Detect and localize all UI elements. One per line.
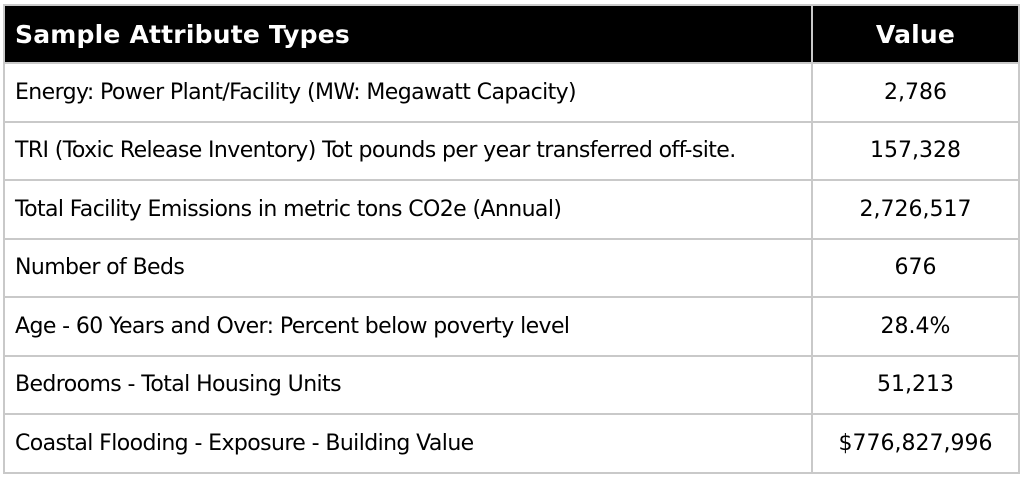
attribute-cell: Number of Beds [3,237,813,298]
table-row: Coastal Flooding - Exposure - Building V… [3,413,1020,474]
table-row: Energy: Power Plant/Facility (MW: Megawa… [3,62,1020,123]
value-cell: 2,726,517 [811,179,1020,240]
table-row: Age - 60 Years and Over: Percent below p… [3,296,1020,357]
header-row: Sample Attribute Types Value [3,4,1020,64]
table-row: TRI (Toxic Release Inventory) Tot pounds… [3,120,1020,181]
attribute-table: Sample Attribute Types Value Energy: Pow… [3,4,1020,474]
value-cell: $776,827,996 [811,413,1020,474]
value-cell: 676 [811,237,1020,298]
table-row: Number of Beds 676 [3,237,1020,298]
table-row: Total Facility Emissions in metric tons … [3,179,1020,240]
attribute-cell: Age - 60 Years and Over: Percent below p… [3,296,813,357]
header-attribute-types: Sample Attribute Types [3,4,813,64]
value-cell: 157,328 [811,120,1020,181]
table-row: Bedrooms - Total Housing Units 51,213 [3,354,1020,415]
table-body: Energy: Power Plant/Facility (MW: Megawa… [3,62,1020,474]
header-value: Value [811,4,1020,64]
attribute-cell: Total Facility Emissions in metric tons … [3,179,813,240]
value-cell: 28.4% [811,296,1020,357]
attribute-cell: Energy: Power Plant/Facility (MW: Megawa… [3,62,813,123]
table-header: Sample Attribute Types Value [3,4,1020,64]
attribute-cell: Coastal Flooding - Exposure - Building V… [3,413,813,474]
value-cell: 51,213 [811,354,1020,415]
attribute-cell: TRI (Toxic Release Inventory) Tot pounds… [3,120,813,181]
attribute-cell: Bedrooms - Total Housing Units [3,354,813,415]
value-cell: 2,786 [811,62,1020,123]
